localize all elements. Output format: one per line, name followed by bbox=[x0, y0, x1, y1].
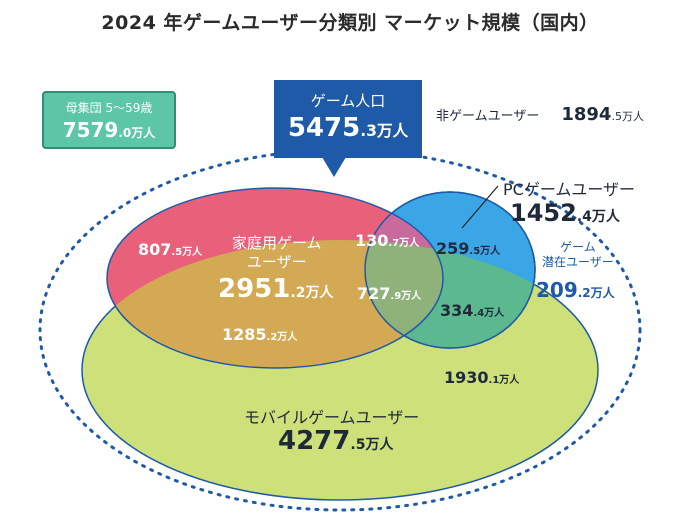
non-game-users: 非ゲームユーザー 1894.5万人 bbox=[436, 104, 644, 125]
game-population-callout: ゲーム人口 5475.3万人 bbox=[274, 80, 422, 158]
pc-leader-line bbox=[461, 185, 499, 229]
game-population-value: 5475.3万人 bbox=[287, 113, 409, 143]
console-mobile-overlap bbox=[107, 240, 443, 368]
population-box: 母集団 5～59歳 7579.0万人 bbox=[42, 91, 176, 149]
potential-users-value: 209.2万人 bbox=[536, 278, 615, 302]
mobile-users-label: モバイルゲームユーザー bbox=[244, 408, 420, 427]
pc-outline bbox=[364, 191, 536, 349]
pc-users-value: 1452.4万人 bbox=[510, 199, 620, 227]
game-population-outline bbox=[38, 148, 642, 512]
pc-users-label: PCゲームユーザー bbox=[503, 180, 636, 199]
callout-pointer bbox=[322, 157, 346, 177]
mobile-users-value: 4277.5万人 bbox=[278, 426, 394, 456]
potential-users-label: ゲーム 潜在ユーザー bbox=[542, 240, 614, 269]
pc-mobile-value: 334.4万人 bbox=[440, 301, 505, 320]
all-three-value: 727.9万人 bbox=[357, 284, 422, 303]
console-pc-value: 130.7万人 bbox=[355, 231, 420, 250]
console-mobile-value: 1285.2万人 bbox=[222, 325, 298, 344]
mobile-only-value: 1930.1万人 bbox=[444, 368, 520, 387]
console-outline bbox=[106, 187, 444, 369]
population-label: 母集団 5～59歳 bbox=[65, 101, 153, 115]
pc-only-value: 259.5万人 bbox=[436, 239, 501, 258]
console-users-value: 2951.2万人 bbox=[218, 274, 334, 304]
console-users-label: 家庭用ゲーム ユーザー bbox=[232, 234, 322, 271]
console-only-value: 807.5万人 bbox=[138, 240, 203, 259]
diagram-title: 2024 年ゲームユーザー分類別 マーケット規模（国内） bbox=[101, 12, 599, 34]
game-population-label: ゲーム人口 bbox=[310, 92, 386, 110]
pc-mobile-overlap bbox=[365, 240, 535, 348]
population-value: 7579.0万人 bbox=[62, 118, 156, 142]
